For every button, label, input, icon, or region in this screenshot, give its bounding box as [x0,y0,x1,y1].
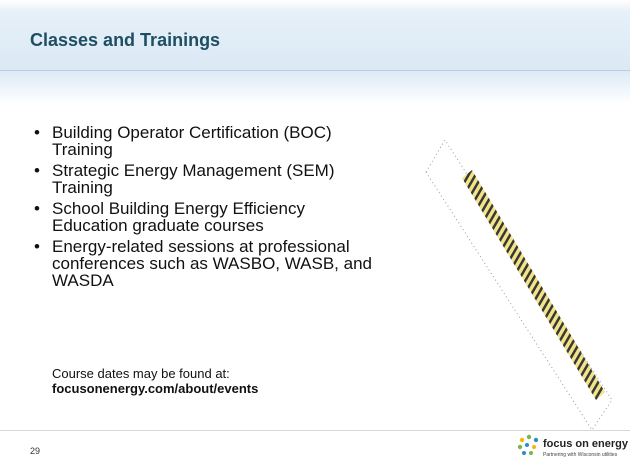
bullet: Energy-related sessions at professional … [34,238,372,289]
header-rule [0,70,630,71]
logo-tagline: Partnering with Wisconsin utilities [543,452,618,458]
footer-rule [0,430,630,431]
page-number: 29 [30,446,41,456]
logo-dots [517,434,539,455]
bullet: Strategic Energy Management (SEM) Traini… [34,162,372,196]
striped-image [462,170,605,400]
note-link: focusonenergy.com/about/events [52,381,259,396]
slide-title: Classes and Trainings [30,30,221,50]
bullet-list: Building Operator Certification (BOC) Tr… [34,124,374,293]
logo-name: focus on energy [543,438,628,450]
image-border [425,139,613,431]
bullet: Building Operator Certification (BOC) Tr… [34,124,372,158]
note: Course dates may be found at: focusonene… [52,366,258,396]
bullet: School Building Energy Efficiency Educat… [34,200,372,234]
note-text: Course dates may be found at: [52,366,230,381]
header-band [0,0,630,104]
